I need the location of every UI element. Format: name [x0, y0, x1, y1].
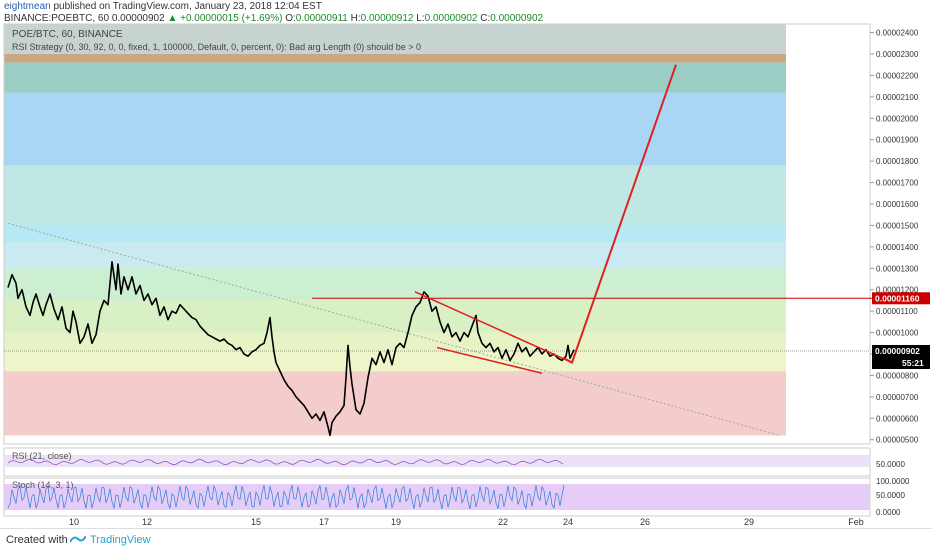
fib-zone-11 — [4, 24, 786, 54]
rsi-legend: RSI (21, close) — [12, 451, 72, 461]
y-tick-label: 0.00001200 — [876, 286, 919, 295]
x-tick-label: 22 — [498, 517, 508, 527]
stoch-y-tick: 0.0000 — [876, 508, 901, 517]
chart-canvas[interactable]: RSI (21, close) 50.0000 Stoch (14, 3, 1) 1… — [0, 0, 932, 528]
close-label: C: — [480, 13, 491, 24]
symbol-line: BINANCE:POEBTC, 60 — [4, 13, 110, 24]
y-tick-label: 0.00001700 — [876, 179, 919, 188]
wedge-lower-line — [436, 346, 543, 375]
price-series-line — [7, 261, 575, 437]
author-link[interactable]: eightmean — [4, 1, 51, 12]
rsi-band — [4, 455, 870, 467]
x-tick-label: 10 — [69, 517, 79, 527]
legend-pair: POE/BTC, 60, BINANCE — [12, 29, 123, 40]
price-tag-label: 55:21 — [902, 358, 924, 368]
y-tick-label: 0.00001100 — [876, 307, 918, 316]
y-tick-label: 0.00000700 — [876, 393, 919, 402]
y-tick-label: 0.00000800 — [876, 371, 919, 380]
publish-info: eightmean published on TradingView.com, … — [4, 1, 322, 12]
x-tick-label: 26 — [640, 517, 650, 527]
fib-zone-9 — [4, 62, 786, 93]
legend-strategy: RSI Strategy (0, 30, 92, 0, 0, fixed, 1,… — [12, 42, 421, 52]
price-tag-box — [872, 357, 930, 369]
wedge-upper-line — [414, 291, 573, 364]
fib-zone-10 — [4, 54, 786, 63]
fib-zone-1 — [4, 349, 786, 372]
low-value: 0.00000902 — [424, 13, 478, 24]
last-price: 0.00000902 — [111, 13, 165, 24]
x-tick-label: 19 — [391, 517, 401, 527]
open-value: 0.00000911 — [295, 13, 348, 24]
y-tick-label: 0.00001800 — [876, 157, 919, 166]
price-tag-label: 0.00001160 — [875, 293, 920, 303]
low-label: L: — [416, 13, 425, 24]
projection-line — [563, 64, 677, 365]
y-tick-label: 0.00000600 — [876, 414, 919, 423]
high-value: 0.00000912 — [360, 13, 414, 24]
y-tick-label: 0.00001600 — [876, 200, 919, 209]
y-tick-label: 0.00000500 — [876, 436, 919, 445]
x-tick-label: Feb — [848, 517, 864, 527]
up-arrow-icon: ▲ — [167, 13, 178, 24]
y-tick-label: 0.00002200 — [876, 71, 919, 80]
price-pane-frame — [3, 23, 871, 445]
x-tick-label: 15 — [251, 517, 261, 527]
publish-text: published on TradingView.com, January 23… — [53, 1, 322, 12]
tradingview-brand[interactable]: TradingView — [90, 534, 151, 546]
stoch-y-tick: 50.0000 — [876, 491, 905, 500]
x-tick-label: 24 — [563, 517, 573, 527]
footer: Created with TradingView — [0, 528, 932, 551]
price-change: +0.00000015 (+1.69%) — [180, 13, 283, 24]
high-label: H: — [350, 13, 361, 24]
stoch-legend: Stoch (14, 3, 1) — [12, 480, 74, 490]
fib-zone-3 — [4, 300, 786, 333]
y-tick-label: 0.00001300 — [876, 264, 919, 273]
fib-zone-5 — [4, 242, 786, 269]
y-tick-label: 0.00001000 — [876, 329, 919, 338]
x-tick-label: 17 — [319, 517, 329, 527]
y-tick-label: 0.00001400 — [876, 243, 919, 252]
x-tick-label: 29 — [744, 517, 754, 527]
tradingview-logo-icon — [70, 535, 86, 543]
stoch-k-line — [7, 484, 565, 510]
y-tick-label: 0.00002300 — [876, 50, 919, 59]
y-tick-label: 0.00001900 — [876, 136, 919, 145]
y-tick-label: 0.00002100 — [876, 93, 919, 102]
stoch-y-tick: 100.0000 — [876, 477, 910, 486]
price-tag-box — [872, 292, 930, 305]
fib-zone-8 — [4, 92, 786, 166]
dotted-trendline — [7, 222, 781, 436]
fib-zone-4 — [4, 268, 786, 301]
fib-zone-6 — [4, 225, 786, 243]
fib-zone-0 — [4, 371, 786, 436]
x-tick-label: 12 — [142, 517, 152, 527]
price-tag-label: 0.00000902 — [875, 346, 920, 356]
fib-zone-2 — [4, 332, 786, 350]
symbol-info: BINANCE:POEBTC, 60 0.00000902 ▲ +0.00000… — [4, 13, 543, 24]
rsi-series-line — [7, 458, 564, 466]
price-tag-box — [872, 345, 930, 357]
stoch-band — [4, 484, 870, 510]
close-value: 0.00000902 — [490, 13, 544, 24]
rsi-y-tick: 50.0000 — [876, 460, 905, 469]
y-tick-label: 0.00002000 — [876, 114, 919, 123]
created-with-text: Created with — [6, 534, 68, 546]
y-tick-label: 0.00001500 — [876, 221, 919, 230]
fib-zone-7 — [4, 165, 786, 226]
y-tick-label: 0.00002400 — [876, 29, 919, 38]
open-label: O: — [285, 13, 296, 24]
